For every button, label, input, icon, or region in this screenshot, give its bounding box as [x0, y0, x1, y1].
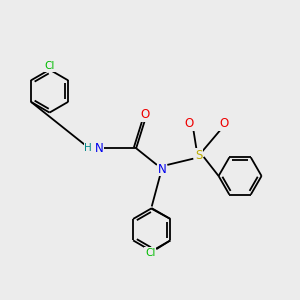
Text: S: S: [195, 149, 202, 162]
Text: O: O: [140, 108, 149, 121]
Text: H: H: [85, 143, 92, 153]
Text: O: O: [219, 117, 228, 130]
Text: Cl: Cl: [44, 61, 55, 71]
Text: N: N: [158, 163, 167, 176]
Text: N: N: [95, 142, 103, 155]
Text: O: O: [184, 117, 194, 130]
Text: Cl: Cl: [145, 248, 155, 257]
